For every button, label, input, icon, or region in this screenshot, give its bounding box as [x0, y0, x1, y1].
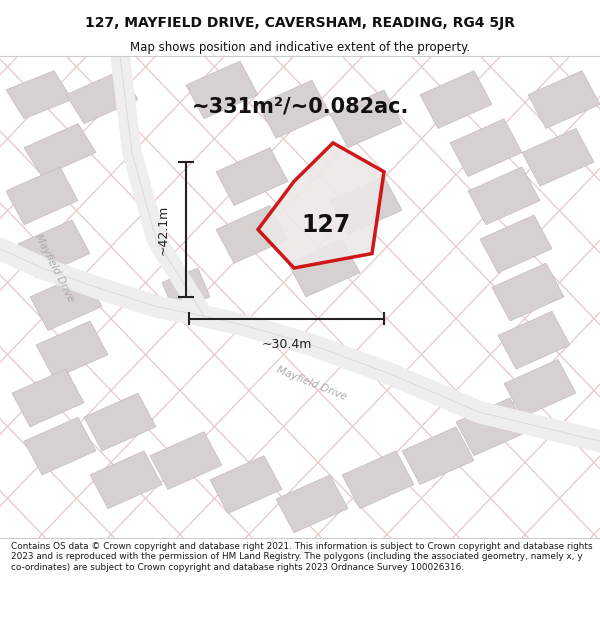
Polygon shape — [276, 475, 348, 532]
Polygon shape — [18, 220, 90, 278]
Polygon shape — [420, 71, 492, 129]
Text: 127: 127 — [301, 213, 350, 237]
Polygon shape — [450, 119, 522, 176]
Polygon shape — [342, 451, 414, 509]
Polygon shape — [498, 311, 570, 369]
Polygon shape — [522, 129, 594, 186]
Polygon shape — [492, 263, 564, 321]
Polygon shape — [528, 71, 600, 129]
Text: Map shows position and indicative extent of the property.: Map shows position and indicative extent… — [130, 41, 470, 54]
Polygon shape — [210, 456, 282, 514]
Text: Mayfield Drive: Mayfield Drive — [32, 232, 76, 304]
Polygon shape — [24, 124, 96, 176]
Polygon shape — [162, 268, 210, 311]
Polygon shape — [480, 215, 552, 272]
Text: ~331m²/~0.082ac.: ~331m²/~0.082ac. — [191, 97, 409, 117]
Polygon shape — [468, 167, 540, 224]
Polygon shape — [216, 206, 288, 263]
Polygon shape — [186, 61, 258, 119]
Polygon shape — [90, 451, 162, 509]
Polygon shape — [330, 90, 402, 148]
Polygon shape — [36, 321, 108, 379]
Polygon shape — [6, 71, 72, 119]
Polygon shape — [30, 272, 102, 331]
Polygon shape — [150, 432, 222, 489]
Polygon shape — [330, 176, 402, 234]
Text: Contains OS data © Crown copyright and database right 2021. This information is : Contains OS data © Crown copyright and d… — [11, 542, 592, 572]
Polygon shape — [12, 369, 84, 427]
Text: ~42.1m: ~42.1m — [157, 204, 170, 254]
Polygon shape — [258, 80, 330, 138]
Text: Mayfield Drive: Mayfield Drive — [275, 365, 349, 402]
Polygon shape — [84, 393, 156, 451]
Polygon shape — [24, 418, 96, 475]
Polygon shape — [456, 398, 528, 456]
Polygon shape — [216, 148, 288, 206]
Polygon shape — [66, 71, 138, 124]
Polygon shape — [258, 143, 384, 268]
Text: 127, MAYFIELD DRIVE, CAVERSHAM, READING, RG4 5JR: 127, MAYFIELD DRIVE, CAVERSHAM, READING,… — [85, 16, 515, 30]
Polygon shape — [288, 239, 360, 297]
Polygon shape — [6, 167, 78, 224]
Polygon shape — [504, 359, 576, 418]
Text: ~30.4m: ~30.4m — [262, 339, 311, 351]
Polygon shape — [402, 427, 474, 484]
